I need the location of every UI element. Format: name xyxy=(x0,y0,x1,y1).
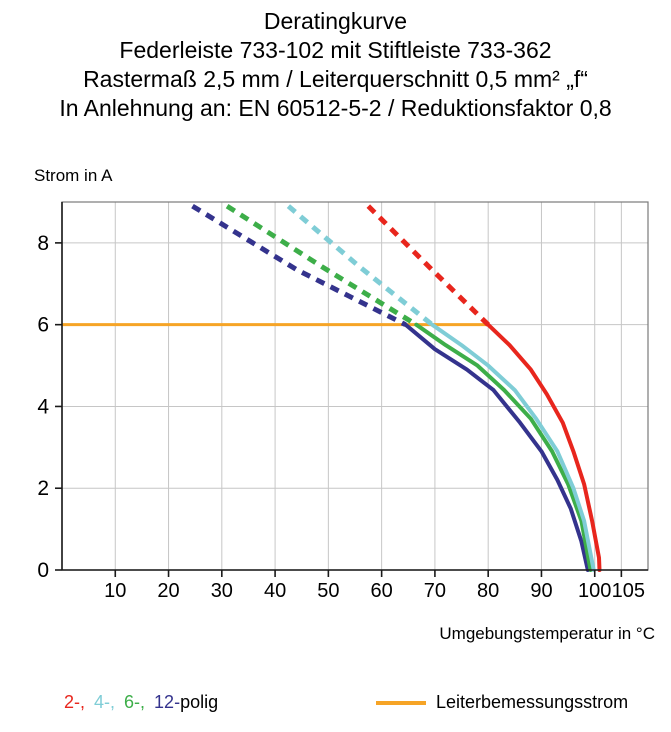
svg-text:105: 105 xyxy=(612,580,645,602)
svg-text:60: 60 xyxy=(371,580,393,602)
svg-text:90: 90 xyxy=(530,580,552,602)
rated-current-label: Leiterbemessungsstrom xyxy=(436,692,629,712)
svg-text:100: 100 xyxy=(578,580,611,602)
chart-title-block: Deratingkurve Federleiste 733-102 mit St… xyxy=(0,7,671,123)
legend-6polig: 6-, xyxy=(124,692,146,712)
rated-current-swatch xyxy=(376,700,426,705)
legend-2polig: 2-, xyxy=(64,692,86,712)
svg-text:30: 30 xyxy=(211,580,233,602)
svg-text:50: 50 xyxy=(317,580,339,602)
svg-text:2: 2 xyxy=(37,477,49,500)
title-line-3: Rastermaß 2,5 mm / Leiterquerschnitt 0,5… xyxy=(83,66,588,92)
svg-text:10: 10 xyxy=(104,580,126,602)
pole-legend: 2-, 4-, 6-, 12- polig xyxy=(64,692,218,713)
svg-text:8: 8 xyxy=(37,232,49,255)
x-axis-label: Umgebungstemperatur in °C xyxy=(439,624,655,643)
legend-polig-suffix: polig xyxy=(180,692,219,712)
legend-12polig: 12- xyxy=(154,692,181,712)
svg-text:40: 40 xyxy=(264,580,286,602)
svg-text:70: 70 xyxy=(424,580,446,602)
title-line-1: Deratingkurve xyxy=(263,8,408,34)
y-axis-label: Strom in A xyxy=(34,166,113,185)
rated-current-legend: Leiterbemessungsstrom xyxy=(376,692,628,713)
svg-text:20: 20 xyxy=(157,580,179,602)
title-line-4: In Anlehnung an: EN 60512-5-2 / Reduktio… xyxy=(59,95,612,121)
title-line-2: Federleiste 733-102 mit Stiftleiste 733-… xyxy=(119,37,552,63)
svg-text:80: 80 xyxy=(477,580,499,602)
svg-text:0: 0 xyxy=(37,559,49,582)
svg-text:4: 4 xyxy=(37,395,49,418)
svg-text:6: 6 xyxy=(37,314,49,337)
legend-4polig: 4-, xyxy=(94,692,116,712)
